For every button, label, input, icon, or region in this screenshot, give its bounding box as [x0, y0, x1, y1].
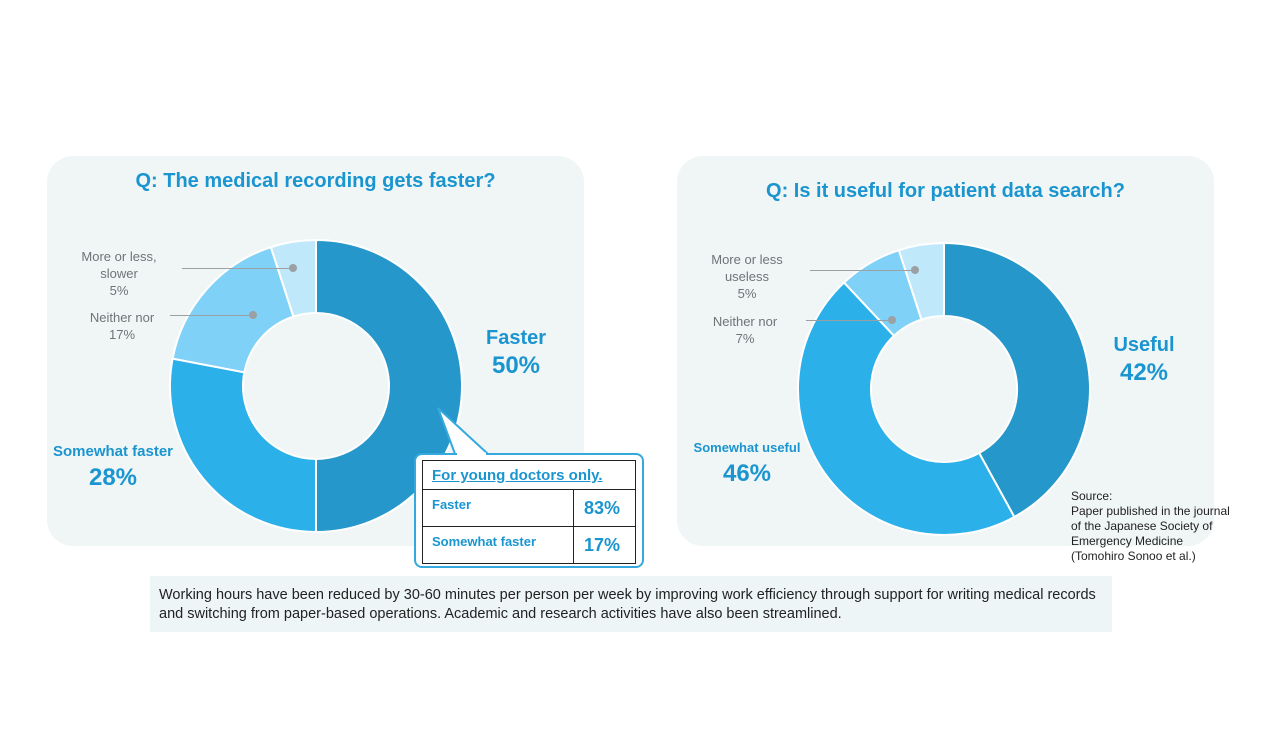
leader-line	[170, 315, 254, 316]
slice-label-line: Somewhat useful	[693, 440, 801, 455]
chart-title: Q: The medical recording gets faster?	[135, 170, 496, 192]
slice-percent: 5%	[737, 286, 757, 301]
slice-label-somewhat-useful: Somewhat useful 46%	[684, 438, 810, 488]
donut-slice-more-or-less-slower	[269, 238, 317, 318]
table-cell-label: Somewhat faster	[432, 534, 537, 549]
source-line: Paper published in the journal	[1071, 504, 1230, 518]
slice-percent: 46%	[722, 460, 772, 487]
donut-slice-more-or-less-useless	[897, 241, 945, 321]
donut-slice-useful	[943, 241, 1091, 519]
young-doctors-callout	[414, 453, 644, 568]
summary-caption: Working hours have been reduced by 30-60…	[150, 576, 1112, 632]
table-row: Faster 83%	[423, 490, 635, 527]
source-line: Emergency Medicine	[1071, 534, 1184, 548]
leader-dot	[911, 266, 919, 274]
leader-dot	[888, 316, 896, 324]
slice-label-useful: Useful 42%	[1098, 333, 1190, 387]
slice-label-line: slower	[100, 266, 138, 281]
leader-line	[810, 270, 914, 271]
slice-label-line: More or less	[711, 252, 783, 267]
donut-slice-neither-nor	[171, 245, 295, 374]
slice-label-neither: Neither nor 7%	[700, 313, 790, 347]
slice-label-useless: More or less useless 5%	[700, 251, 794, 302]
source-note: Source: Paper published in the journal o…	[1071, 489, 1271, 564]
chart-title: Q: Is it useful for patient data search?	[766, 180, 1125, 202]
slice-label-line: Faster	[485, 327, 547, 349]
donut-slice-somewhat-faster	[169, 357, 317, 534]
slice-label-faster: Faster 50%	[470, 326, 562, 380]
source-line: (Tomohiro Sonoo et al.)	[1071, 549, 1196, 563]
table-row: Somewhat faster 17%	[423, 527, 635, 564]
table-cell-value: 83%	[573, 490, 635, 526]
slice-percent: 28%	[88, 464, 138, 491]
leader-line	[182, 268, 292, 269]
young-doctors-table: For young doctors only. Faster 83% Somew…	[422, 460, 636, 564]
leader-dot	[289, 264, 297, 272]
slice-percent: 17%	[108, 327, 136, 342]
source-heading: Source:	[1071, 489, 1113, 503]
donut-slice-somewhat-useful	[797, 281, 1016, 536]
slice-label-line: Neither nor	[89, 310, 155, 325]
table-title: For young doctors only.	[423, 461, 635, 490]
slice-label-neither: Neither nor 17%	[72, 309, 172, 343]
slice-label-line: useless	[724, 269, 770, 284]
slice-label-slower: More or less, slower 5%	[66, 248, 172, 299]
table-cell-label: Faster	[432, 497, 472, 512]
leader-line	[806, 320, 892, 321]
slice-percent: 5%	[109, 283, 129, 298]
table-cell-value: 17%	[573, 527, 635, 564]
slice-label-line: Useful	[1113, 334, 1175, 356]
source-line: of the Japanese Society of	[1071, 519, 1213, 533]
slice-label-line: More or less,	[81, 249, 157, 264]
slice-label-line: Neither nor	[712, 314, 778, 329]
slice-percent: 42%	[1119, 359, 1169, 386]
leader-dot	[249, 311, 257, 319]
slice-percent: 50%	[491, 352, 541, 379]
slice-label-line: Somewhat faster	[52, 443, 174, 460]
slice-percent: 7%	[735, 331, 755, 346]
slice-label-somewhat-faster: Somewhat faster 28%	[48, 442, 178, 492]
